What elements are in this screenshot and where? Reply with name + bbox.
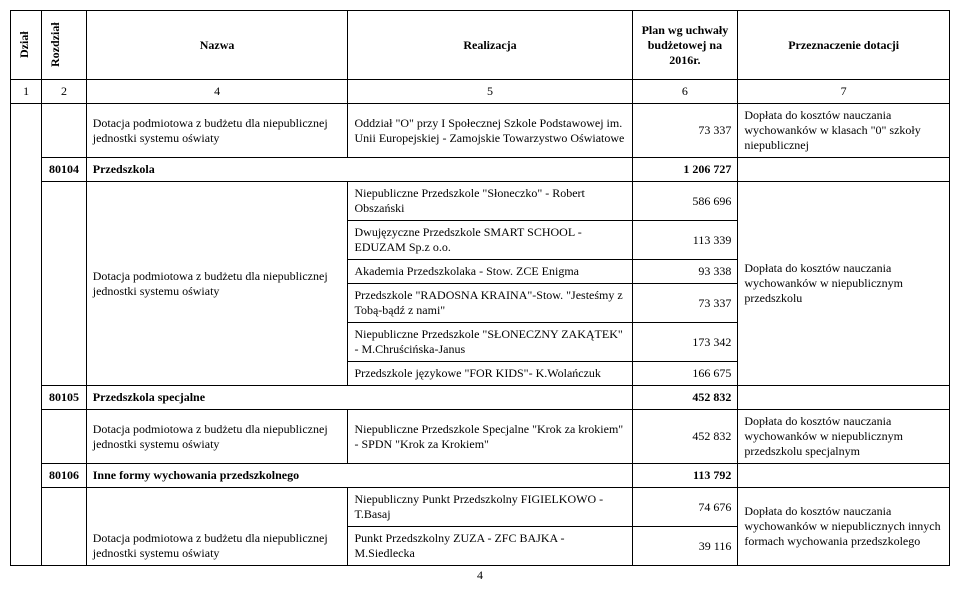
table-row: Dotacja podmiotowa z budżetu dla niepubl… [11, 104, 950, 158]
plan-cell: 452 832 [632, 410, 738, 464]
realizacja-cell: Przedszkole "RADOSNA KRAINA"-Stow. "Jest… [348, 284, 632, 323]
plan-cell: 74 676 [632, 488, 738, 527]
section-sum: 113 792 [632, 464, 738, 488]
header-row: Dział Rozdział Nazwa Realizacja Plan wg … [11, 11, 950, 80]
plan-cell: 166 675 [632, 362, 738, 386]
plan-cell: 113 339 [632, 221, 738, 260]
nazwa-cell: Dotacja podmiotowa z budżetu dla niepubl… [86, 488, 348, 566]
plan-cell: 73 337 [632, 284, 738, 323]
przeznaczenie-cell: Dopłata do kosztów nauczania wychowanków… [738, 410, 950, 464]
przeznaczenie-cell: Dopłata do kosztów nauczania wychowanków… [738, 488, 950, 566]
realizacja-cell: Akademia Przedszkolaka - Stow. ZCE Enigm… [348, 260, 632, 284]
rozdzial-cell [42, 182, 87, 386]
plan-cell: 93 338 [632, 260, 738, 284]
page-number: 4 [10, 568, 950, 583]
section-row: 80104 Przedszkola 1 206 727 [11, 158, 950, 182]
section-sum: 1 206 727 [632, 158, 738, 182]
plan-cell: 586 696 [632, 182, 738, 221]
header-dzial: Dział [11, 11, 42, 80]
header-realizacja: Realizacja [348, 11, 632, 80]
header-nazwa: Nazwa [86, 11, 348, 80]
column-number-row: 1 2 4 5 6 7 [11, 80, 950, 104]
empty-cell [738, 464, 950, 488]
realizacja-cell: Niepubliczne Przedszkole "SŁONECZNY ZAKĄ… [348, 323, 632, 362]
przeznaczenie-cell: Dopłata do kosztów nauczania wychowanków… [738, 104, 950, 158]
rozdzial-cell [42, 104, 87, 158]
plan-cell: 173 342 [632, 323, 738, 362]
header-rozdzial: Rozdział [42, 11, 87, 80]
plan-cell: 73 337 [632, 104, 738, 158]
section-label: Przedszkola specjalne [86, 386, 632, 410]
budget-table: Dział Rozdział Nazwa Realizacja Plan wg … [10, 10, 950, 566]
section-sum: 452 832 [632, 386, 738, 410]
empty-cell [738, 158, 950, 182]
header-plan: Plan wg uchwały budżetowej na 2016r. [632, 11, 738, 80]
section-code: 80104 [42, 158, 87, 182]
table-row: Dotacja podmiotowa z budżetu dla niepubl… [11, 410, 950, 464]
header-przeznaczenie: Przeznaczenie dotacji [738, 11, 950, 80]
realizacja-cell: Przedszkole językowe "FOR KIDS"- K.Wolań… [348, 362, 632, 386]
section-code: 80106 [42, 464, 87, 488]
realizacja-cell: Punkt Przedszkolny ZUZA - ZFC BAJKA - M.… [348, 527, 632, 566]
section-label: Inne formy wychowania przedszkolnego [86, 464, 632, 488]
rozdzial-cell [42, 488, 87, 566]
nazwa-cell: Dotacja podmiotowa z budżetu dla niepubl… [86, 182, 348, 386]
colnum-6: 7 [738, 80, 950, 104]
table-row: Dotacja podmiotowa z budżetu dla niepubl… [11, 182, 950, 221]
section-label: Przedszkola [86, 158, 632, 182]
rozdzial-cell [42, 410, 87, 464]
empty-cell [738, 386, 950, 410]
realizacja-cell: Oddział "O" przy I Społecznej Szkole Pod… [348, 104, 632, 158]
section-row: 80106 Inne formy wychowania przedszkolne… [11, 464, 950, 488]
plan-cell: 39 116 [632, 527, 738, 566]
colnum-2: 2 [42, 80, 87, 104]
section-code: 80105 [42, 386, 87, 410]
realizacja-cell: Niepubliczne Przedszkole Specjalne "Krok… [348, 410, 632, 464]
nazwa-cell: Dotacja podmiotowa z budżetu dla niepubl… [86, 410, 348, 464]
colnum-4: 5 [348, 80, 632, 104]
colnum-3: 4 [86, 80, 348, 104]
nazwa-cell: Dotacja podmiotowa z budżetu dla niepubl… [86, 104, 348, 158]
realizacja-cell: Dwujęzyczne Przedszkole SMART SCHOOL - E… [348, 221, 632, 260]
section-row: 80105 Przedszkola specjalne 452 832 [11, 386, 950, 410]
dzial-cell [11, 104, 42, 566]
realizacja-cell: Niepubliczne Przedszkole "Słoneczko" - R… [348, 182, 632, 221]
colnum-1: 1 [11, 80, 42, 104]
table-row: Dotacja podmiotowa z budżetu dla niepubl… [11, 488, 950, 527]
colnum-5: 6 [632, 80, 738, 104]
przeznaczenie-cell: Dopłata do kosztów nauczania wychowanków… [738, 182, 950, 386]
realizacja-cell: Niepubliczny Punkt Przedszkolny FIGIELKO… [348, 488, 632, 527]
